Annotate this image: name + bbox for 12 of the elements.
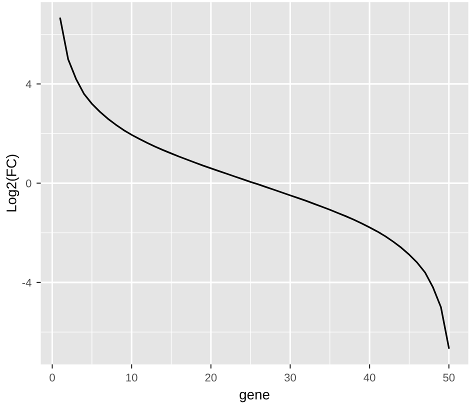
x-axis-title: gene (240, 392, 270, 402)
y-axis-title: Log2(FC) (6, 154, 20, 212)
x-tick-label: 30 (284, 374, 296, 382)
x-tick-label: 20 (205, 374, 217, 382)
line-series (59, 18, 450, 349)
x-tick-label: 0 (50, 374, 55, 382)
y-tick-label: 0 (26, 179, 32, 188)
y-tick-label: -4 (22, 278, 32, 286)
x-tick-label: 10 (126, 374, 138, 382)
x-tick-label: 50 (443, 374, 455, 382)
y-tick-label: 4 (26, 80, 32, 88)
x-tick-label: 40 (364, 374, 376, 382)
